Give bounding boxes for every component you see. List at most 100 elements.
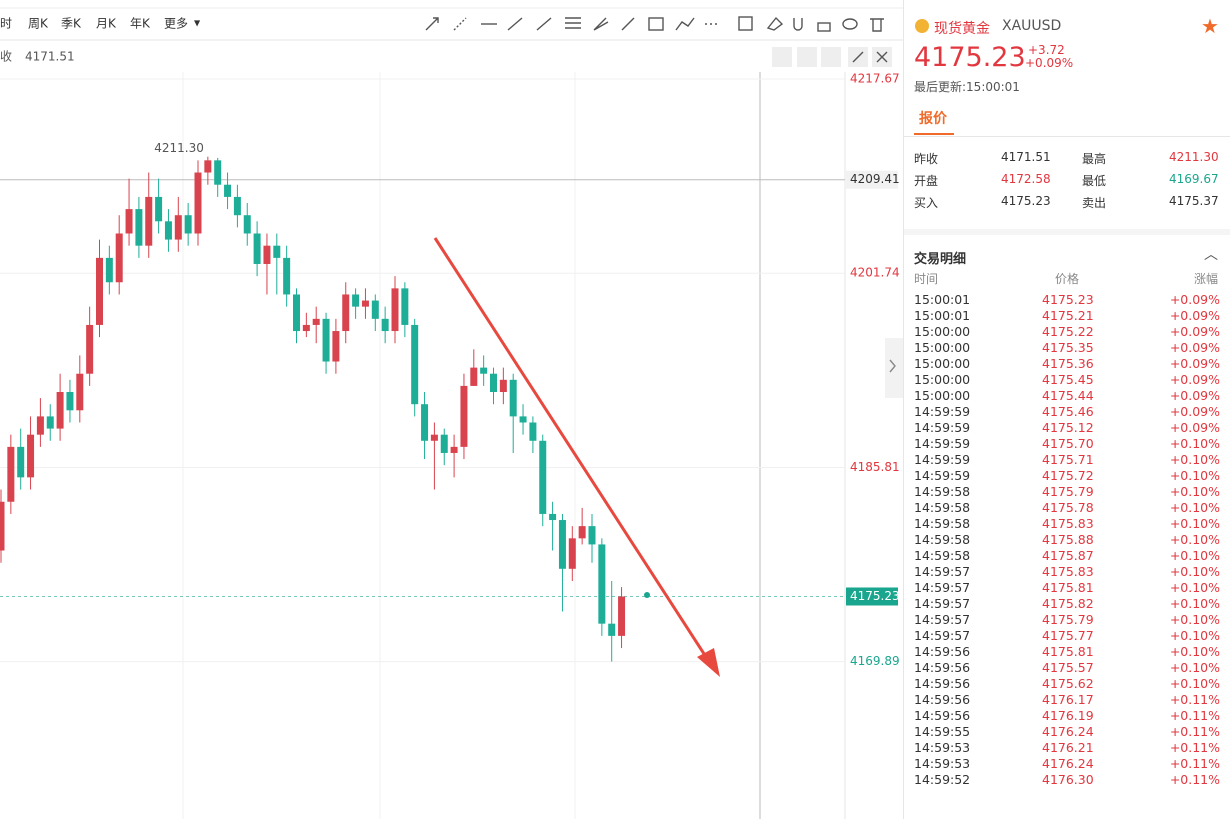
- trade-row: 15:00:01 4175.21 +0.09%: [914, 308, 1220, 324]
- grid: [182, 72, 576, 819]
- trade-time: 14:59:59: [914, 404, 971, 419]
- trade-price: 4176.30: [1042, 772, 1094, 787]
- stat-label: 昨收: [914, 152, 939, 166]
- divider: [904, 136, 1230, 137]
- candle-body: [568, 538, 576, 569]
- trade-row: 14:59:56 4175.57 +0.10%: [914, 660, 1220, 676]
- trade-time: 14:59:58: [914, 548, 971, 563]
- trade-price: 4175.79: [1042, 612, 1094, 627]
- favorite[interactable]: ★: [1201, 14, 1219, 38]
- candle-body: [184, 215, 192, 234]
- stat-label: 最高: [1082, 152, 1107, 166]
- trade-change: +0.10%: [1169, 580, 1220, 595]
- candle-body: [125, 209, 133, 234]
- candle-body: [115, 233, 123, 283]
- trade-price: 4175.70: [1042, 436, 1094, 451]
- trade-row: 14:59:53 4176.21 +0.11%: [914, 740, 1220, 756]
- candle-body: [224, 184, 232, 197]
- trade-time: 15:00:01: [914, 292, 971, 307]
- trade-time: 14:59:57: [914, 628, 971, 643]
- trade-change: +0.10%: [1169, 532, 1220, 547]
- tab[interactable]: 报价: [919, 111, 947, 127]
- candle-body: [598, 544, 606, 624]
- period[interactable]: 时: [0, 17, 12, 31]
- trade-row: 14:59:53 4176.24 +0.11%: [914, 756, 1220, 772]
- candle-body: [361, 300, 369, 307]
- trade-price: 4175.87: [1042, 548, 1094, 563]
- y-tick-label: 4217.67: [850, 72, 900, 86]
- stat-label: 最低: [1082, 174, 1107, 188]
- trades-title: 交易明细: [914, 252, 967, 267]
- candle-body: [490, 373, 497, 393]
- trade-row: 14:59:58 4175.88 +0.10%: [914, 532, 1220, 548]
- trade-row: 15:00:00 4175.36 +0.09%: [914, 356, 1220, 372]
- candle-body: [322, 318, 330, 362]
- period[interactable]: 年K: [130, 17, 151, 31]
- trade-row: 14:59:59 4175.72 +0.10%: [914, 468, 1220, 484]
- stat-label: 卖出: [1082, 196, 1107, 210]
- trade-row: 14:59:59 4175.12 +0.09%: [914, 420, 1220, 436]
- trade-row: 14:59:57 4175.77 +0.10%: [914, 628, 1220, 644]
- period[interactable]: 周K: [28, 17, 49, 31]
- candle-body: [381, 318, 389, 332]
- candle-body: [450, 446, 458, 453]
- candle-body: [558, 520, 566, 569]
- trade-time: 14:59:59: [914, 452, 971, 467]
- trade-time: 14:59:56: [914, 676, 971, 691]
- candle-body: [86, 324, 94, 374]
- trade-change: +0.10%: [1169, 500, 1220, 515]
- trade-change: +0.11%: [1169, 772, 1220, 787]
- stat-value: 4169.67: [1169, 172, 1219, 186]
- candle-body: [430, 434, 438, 441]
- candle-body: [66, 392, 74, 411]
- trade-row: 14:59:55 4176.24 +0.11%: [914, 724, 1220, 740]
- trade-time: 14:59:58: [914, 532, 971, 547]
- trade-change: +0.10%: [1169, 548, 1220, 563]
- stat-value: 4211.30: [1169, 150, 1219, 164]
- trade-change: +0.09%: [1169, 292, 1220, 307]
- period[interactable]: 季K: [61, 17, 82, 31]
- trade-time: 15:00:00: [914, 340, 971, 355]
- candle-body: [342, 294, 350, 332]
- candle-body: [105, 257, 113, 283]
- candle-body: [391, 288, 399, 332]
- period[interactable]: 更多: [164, 17, 188, 31]
- chart-controls[interactable]: [772, 47, 892, 67]
- candle-body: [509, 379, 517, 417]
- trade-time: 15:00:01: [914, 308, 971, 323]
- trade-change: +0.09%: [1169, 388, 1220, 403]
- trade-price: 4175.46: [1042, 404, 1094, 419]
- trade-price: 4175.45: [1042, 372, 1094, 387]
- candle-body: [302, 324, 310, 332]
- trade-time: 15:00:00: [914, 356, 971, 371]
- last-dot: [644, 592, 650, 598]
- trade-row: 15:00:00 4175.35 +0.09%: [914, 340, 1220, 356]
- trade-price: 4176.19: [1042, 708, 1094, 723]
- candle-body: [76, 373, 84, 411]
- trade-time: 14:59:52: [914, 772, 971, 787]
- trade-price: 4175.81: [1042, 580, 1094, 595]
- trade-row: 14:59:58 4175.87 +0.10%: [914, 548, 1220, 564]
- candle-body: [56, 392, 64, 429]
- trade-price: 4175.22: [1042, 324, 1094, 339]
- candle-body: [283, 257, 291, 295]
- trade-price: 4175.82: [1042, 596, 1094, 611]
- trade-price: 4175.81: [1042, 644, 1094, 659]
- trade-row: 14:59:59 4175.46 +0.09%: [914, 404, 1220, 420]
- trade-row: 14:59:59 4175.70 +0.10%: [914, 436, 1220, 452]
- trade-time: 14:59:56: [914, 692, 971, 707]
- trade-change: +0.11%: [1169, 692, 1220, 707]
- tab-underline: [914, 133, 954, 135]
- trade-change: +0.10%: [1169, 516, 1220, 531]
- collapse[interactable]: ︿: [1204, 247, 1218, 263]
- candle-body: [145, 196, 153, 246]
- period[interactable]: 月K: [96, 17, 117, 31]
- drawing-tools[interactable]: [425, 16, 884, 32]
- trade-time: 14:59:56: [914, 660, 971, 675]
- change: +3.72: [1028, 43, 1065, 57]
- stat-value: 4175.23: [1001, 194, 1051, 208]
- candle-body: [164, 221, 172, 240]
- y-tick-label: 4201.74: [850, 266, 900, 280]
- trade-time: 15:00:00: [914, 324, 971, 339]
- trade-row: 14:59:56 4175.62 +0.10%: [914, 676, 1220, 692]
